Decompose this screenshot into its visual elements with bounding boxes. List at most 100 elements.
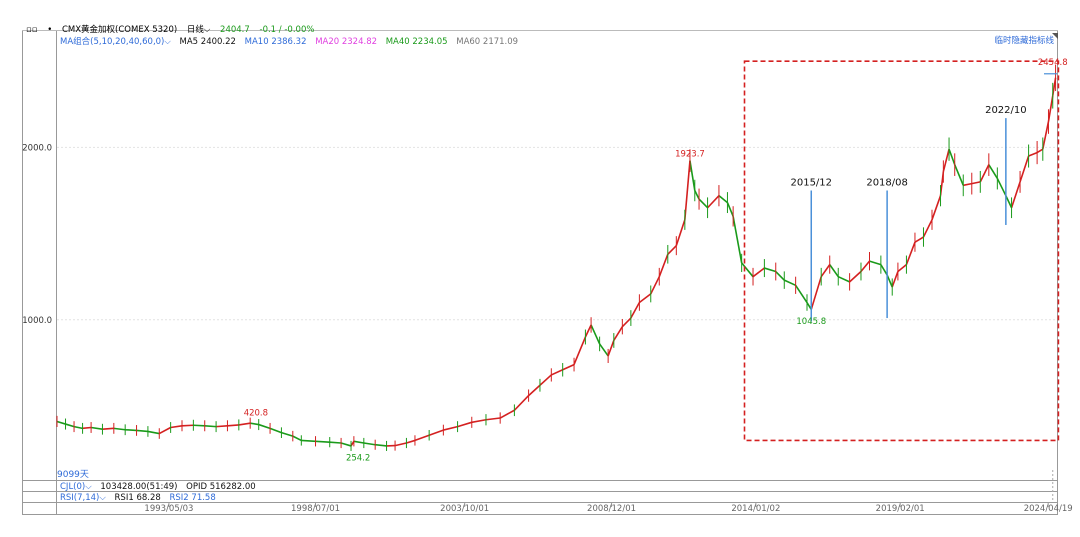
price-segment-105 (1047, 95, 1054, 122)
price-segment-94 (963, 182, 972, 187)
ma-group-selector[interactable]: MA组合(5,10,20,40,60,0)⌵ (60, 37, 171, 47)
price-segment-7 (113, 427, 126, 431)
price-segment-97 (988, 164, 999, 179)
price-segment-1 (56, 420, 66, 425)
price-segment-20 (258, 423, 271, 430)
price-segment-47 (573, 336, 587, 365)
price-segment-15 (204, 424, 217, 428)
rsi-bar: RSI(7,14)⌵ RSI1 68.28 RSI2 71.58 (60, 493, 222, 503)
price-segment-30 (363, 442, 376, 446)
price-segment-36 (428, 429, 444, 437)
price-segment-79 (849, 270, 862, 283)
price-segment-73 (794, 284, 808, 303)
price-segment-58 (667, 245, 677, 255)
price-segment-13 (181, 424, 194, 427)
price-segment-82 (880, 264, 888, 276)
marker-label-1: 2018/08 (866, 178, 908, 189)
price-segment-67 (732, 216, 743, 264)
price-segment-102 (1028, 151, 1038, 157)
price-segment-35 (414, 434, 430, 442)
volume-bar: CJL(0)⌵ 103428.00(51:49) OPID 516282.00 (60, 482, 262, 492)
price-segment-50 (598, 343, 609, 357)
marker-label-2: 2022/10 (985, 105, 1027, 116)
instrument-name[interactable]: CMX黄金加权(COMEX 5320) (61, 25, 178, 35)
price-segment-6 (102, 427, 114, 431)
price-segment-81 (869, 260, 882, 266)
price-segment-45 (550, 369, 564, 376)
price-segment-98 (996, 178, 1007, 197)
price-segment-9 (136, 429, 148, 433)
price-segment-63 (698, 198, 709, 209)
opid-value: OPID 516282.00 (186, 482, 256, 492)
price-segment-4 (82, 426, 92, 430)
price-segment-12 (170, 424, 183, 429)
volume-selector[interactable]: CJL(0)⌵ (60, 482, 92, 492)
price-annotation-2: 1923.7 (675, 150, 705, 160)
price-segment-31 (375, 443, 387, 447)
price-segment-80 (860, 260, 871, 273)
price-segment-59 (675, 219, 686, 246)
price-segment-68 (741, 262, 754, 278)
price-annotation-0: 420.8 (244, 409, 268, 419)
price-segment-99 (1005, 195, 1013, 209)
price-segment-57 (658, 253, 669, 277)
price-segment-46 (562, 363, 575, 371)
price-segment-22 (281, 431, 294, 437)
price-segment-17 (227, 424, 239, 427)
price-segment-52 (613, 326, 624, 341)
price-segment-18 (238, 422, 251, 426)
price-segment-19 (250, 422, 259, 426)
price-segment-44 (539, 374, 552, 386)
last-price: 2404.7 (220, 25, 250, 35)
price-segment-27 (340, 442, 352, 447)
price-segment-37 (443, 425, 458, 431)
price-segment-86 (905, 241, 916, 265)
volume-value: 103428.00(51:49) (100, 482, 178, 492)
price-segment-65 (718, 195, 728, 204)
hide-indicator-link[interactable]: 临时隐藏指标线 (994, 36, 1054, 46)
price-segment-78 (837, 275, 850, 283)
price-segment-8 (125, 428, 137, 432)
price-segment-64 (706, 195, 720, 209)
price-segment-23 (292, 435, 302, 442)
price-segment-66 (726, 202, 734, 217)
price-segment-39 (471, 418, 487, 424)
rsi-selector[interactable]: RSI(7,14)⌵ (60, 493, 106, 503)
ma-bar: MA组合(5,10,20,40,60,0)⌵ MA5 2400.22 MA10 … (60, 35, 524, 47)
price-segment-61 (689, 160, 696, 191)
price-segment-14 (193, 424, 205, 427)
price-segment-10 (147, 430, 160, 435)
x-tick-label-5: 2019/02/01 (876, 504, 925, 514)
rsi2-value: RSI2 71.58 (169, 493, 216, 503)
price-segment-54 (630, 302, 641, 319)
price-segment-38 (457, 421, 473, 428)
price-segment-5 (90, 426, 103, 431)
corner-resize-icon[interactable] (1052, 33, 1058, 39)
price-segment-42 (513, 395, 530, 411)
price-segment-93 (953, 164, 964, 186)
price-segment-104 (1042, 121, 1050, 150)
price-segment-49 (590, 324, 601, 345)
x-tick-label-2: 2003/10/01 (440, 504, 489, 514)
price-segment-89 (931, 195, 942, 221)
y-tick-label-0: 1000.0 (22, 316, 52, 326)
price-segment-2 (65, 423, 75, 428)
price-segment-60 (684, 160, 691, 220)
price-segment-95 (971, 181, 981, 185)
period-selector[interactable]: 日线⌵ (186, 25, 211, 35)
x-tick-label-0: 1993/05/03 (144, 504, 193, 514)
price-segment-70 (764, 267, 776, 273)
price-segment-72 (783, 279, 796, 287)
price-segment-76 (820, 264, 831, 278)
price-segment-24 (301, 439, 316, 443)
price-segment-33 (394, 442, 407, 447)
price-annotation-3: 1045.8 (796, 317, 826, 327)
chart-outer-frame (22, 30, 1058, 515)
price-segment-96 (979, 164, 990, 183)
price-segment-21 (269, 427, 282, 434)
price-segment-87 (914, 236, 924, 243)
link-icon[interactable]: ▫▫ (26, 25, 38, 35)
x-tick-label-6: 2024/04/19 (1024, 504, 1073, 514)
price-segment-91 (942, 148, 950, 172)
